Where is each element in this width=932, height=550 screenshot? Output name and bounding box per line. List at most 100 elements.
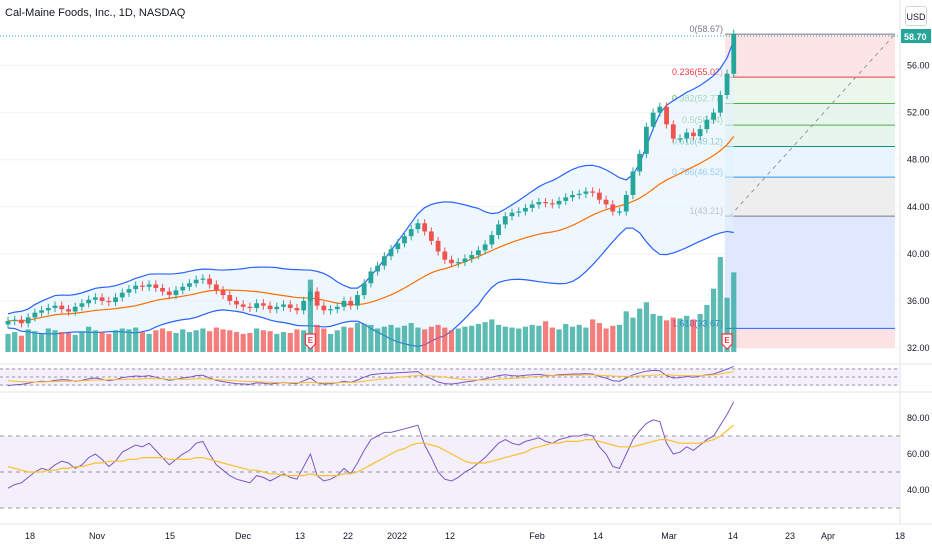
- candle-body: [227, 295, 233, 301]
- earnings-marker: [304, 333, 316, 350]
- candle-body: [294, 307, 300, 311]
- volume-bar: [455, 328, 461, 352]
- fib-zone: [725, 146, 895, 178]
- volume-bar: [267, 331, 273, 352]
- volume-bar: [240, 333, 246, 352]
- volume-bar: [32, 331, 38, 352]
- time-tick-label: 18: [895, 531, 905, 541]
- candle-body: [516, 211, 522, 213]
- volume-bar: [220, 329, 226, 352]
- candle-body: [287, 304, 293, 308]
- candle-body: [476, 250, 481, 256]
- candle-body: [395, 243, 401, 250]
- candle-body: [173, 290, 179, 296]
- candle-body: [361, 283, 367, 296]
- price-tick-label: 36.00: [907, 296, 930, 306]
- volume-bar: [227, 330, 233, 352]
- time-tick-label: 15: [165, 531, 175, 541]
- volume-bar: [469, 325, 475, 352]
- earnings-marker-label: E: [308, 336, 314, 345]
- candle-body: [254, 303, 260, 308]
- volume-bar: [643, 302, 649, 352]
- candle-body: [556, 200, 562, 205]
- fib-level-label: 0.236(55.02): [672, 67, 723, 77]
- time-tick-label: 2022: [387, 531, 407, 541]
- last-price-tag: [901, 29, 931, 43]
- currency-label[interactable]: USD: [905, 6, 927, 26]
- volume-bar: [52, 330, 58, 352]
- candle-body: [59, 305, 65, 310]
- candle-body: [334, 306, 340, 310]
- time-tick-label: 13: [295, 531, 305, 541]
- candle-body: [146, 284, 152, 287]
- candle-body: [92, 297, 98, 300]
- candle-body: [348, 300, 354, 306]
- candle-body: [99, 297, 105, 301]
- volume-bar: [442, 327, 448, 352]
- volume-bar: [610, 325, 616, 352]
- volume-bar: [39, 333, 45, 352]
- candle-body: [113, 297, 118, 303]
- volume-bar: [448, 330, 455, 352]
- volume-bar: [388, 324, 394, 352]
- volume-bar: [159, 328, 166, 352]
- time-tick-label: Feb: [529, 531, 545, 541]
- volume-bar: [522, 326, 529, 352]
- candle-body: [32, 312, 38, 318]
- volume-bar: [361, 323, 367, 352]
- candle-body: [428, 231, 434, 241]
- rsi-ma-line: [7, 424, 735, 477]
- fib-level-label: 1.618(33.67): [672, 318, 723, 328]
- volume-bar: [462, 326, 468, 352]
- volume-bar: [435, 324, 441, 352]
- time-tick-label: 18: [25, 531, 35, 541]
- volume-bar: [65, 333, 72, 352]
- volume-bar: [368, 324, 374, 352]
- bollinger-fill: [8, 40, 734, 347]
- rsi-mini-ma: [7, 371, 734, 384]
- candle-body: [39, 310, 44, 313]
- volume-bar: [126, 329, 132, 352]
- candle-body: [637, 153, 643, 172]
- volume-bar: [207, 331, 213, 352]
- candle-body: [368, 271, 374, 284]
- candle-body: [704, 119, 710, 130]
- candle-body: [301, 300, 307, 311]
- volume-bar: [153, 330, 159, 352]
- volume-bar: [25, 329, 31, 352]
- volume-bar: [233, 332, 240, 352]
- volume-bar: [92, 330, 98, 352]
- price-tick-label: 40.00: [907, 249, 930, 259]
- volume-bar: [690, 319, 697, 352]
- candle-body: [422, 223, 428, 232]
- candle-body: [415, 223, 421, 230]
- volume-bar: [482, 322, 488, 352]
- candle-body: [691, 132, 696, 137]
- volume-bar: [287, 333, 293, 352]
- candle-body: [86, 299, 92, 304]
- volume-bar: [166, 331, 172, 352]
- candle-body: [267, 305, 273, 310]
- price-tick-label: 52.00: [907, 108, 930, 118]
- volume-bar: [731, 272, 737, 352]
- volume-bar: [146, 333, 152, 352]
- fib-level-label: 0(58.67): [689, 24, 723, 34]
- volume-bar: [200, 328, 206, 352]
- volume-bar: [213, 327, 219, 352]
- volume-bar: [348, 327, 354, 352]
- candle-body: [402, 236, 407, 244]
- candle-body: [549, 203, 555, 205]
- candle-body: [234, 300, 239, 305]
- volume-bar: [375, 328, 381, 352]
- candle-body: [717, 94, 723, 113]
- candle-body: [603, 199, 609, 205]
- volume-bar: [596, 323, 602, 352]
- price-tick-label: 44.00: [907, 202, 930, 212]
- volume-bar: [489, 319, 495, 352]
- volume-bar: [133, 327, 139, 352]
- volume-bar: [590, 319, 596, 352]
- candle-body: [724, 73, 730, 95]
- candle-body: [200, 278, 206, 280]
- volume-bar: [637, 308, 643, 352]
